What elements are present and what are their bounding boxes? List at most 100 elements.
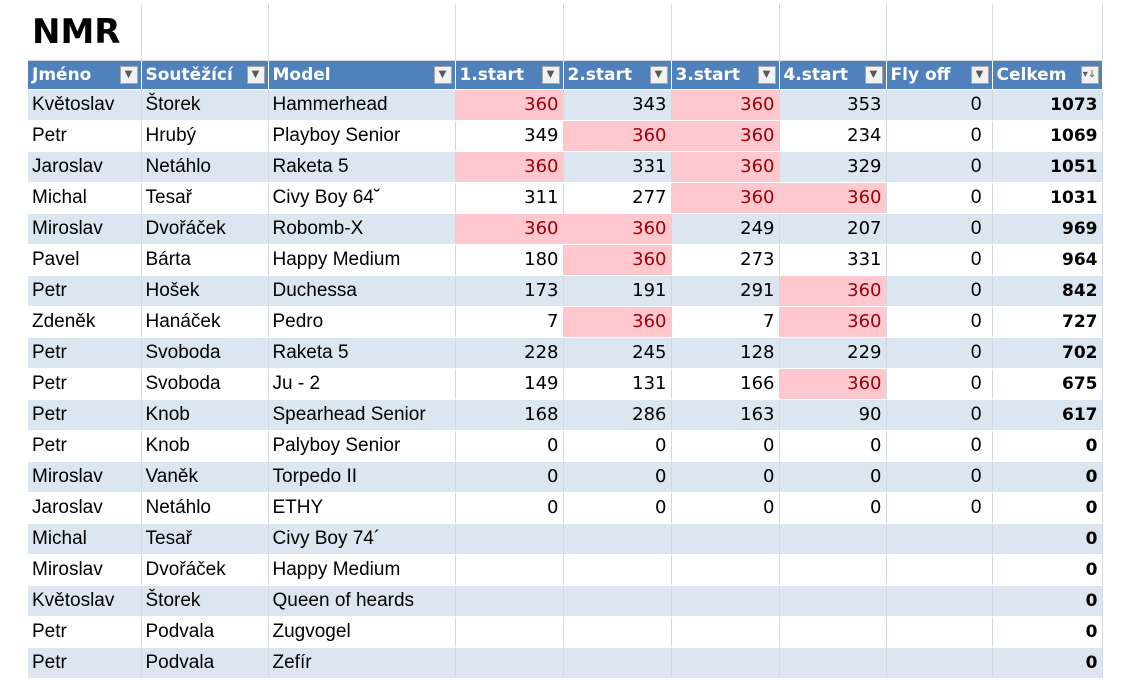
cell-start3[interactable] bbox=[671, 647, 780, 679]
cell-start1[interactable] bbox=[455, 585, 564, 617]
cell-start4[interactable]: 0 bbox=[779, 430, 887, 462]
cell-start3[interactable]: 166 bbox=[671, 368, 780, 400]
cell-flyoff[interactable] bbox=[886, 554, 993, 586]
cell-soutezici[interactable]: Štorek bbox=[141, 585, 269, 617]
cell-flyoff[interactable]: 0 bbox=[886, 244, 993, 276]
header-cell-flyoff[interactable]: Fly off ▼ bbox=[886, 60, 993, 90]
cell-jmeno[interactable]: Miroslav bbox=[28, 461, 142, 493]
cell-start2[interactable]: 0 bbox=[563, 430, 672, 462]
cell-start2[interactable]: 0 bbox=[563, 492, 672, 524]
cell-start2[interactable] bbox=[563, 616, 672, 648]
cell-celkem[interactable]: 0 bbox=[992, 523, 1103, 555]
cell-model[interactable]: Raketa 5 bbox=[268, 151, 456, 183]
cell-model[interactable]: Civy Boy 64˘ bbox=[268, 182, 456, 214]
cell-soutezici[interactable]: Svoboda bbox=[141, 337, 269, 369]
cell-start4[interactable]: 360 bbox=[779, 306, 887, 338]
cell-start1[interactable] bbox=[455, 616, 564, 648]
header-cell-start4[interactable]: 4.start ▼ bbox=[779, 60, 887, 90]
cell-start4[interactable]: 353 bbox=[779, 89, 887, 121]
cell-start3[interactable]: 0 bbox=[671, 461, 780, 493]
cell-jmeno[interactable]: Petr bbox=[28, 647, 142, 679]
cell-start3[interactable]: 163 bbox=[671, 399, 780, 431]
cell-start1[interactable]: 0 bbox=[455, 492, 564, 524]
cell-start1[interactable]: 7 bbox=[455, 306, 564, 338]
cell-jmeno[interactable]: Petr bbox=[28, 120, 142, 152]
cell-celkem[interactable]: 727 bbox=[992, 306, 1103, 338]
cell-start4[interactable]: 229 bbox=[779, 337, 887, 369]
cell-flyoff[interactable]: 0 bbox=[886, 275, 993, 307]
cell-jmeno[interactable]: Květoslav bbox=[28, 89, 142, 121]
cell-model[interactable]: Robomb-X bbox=[268, 213, 456, 245]
empty-cell[interactable] bbox=[886, 4, 993, 61]
cell-flyoff[interactable] bbox=[886, 647, 993, 679]
cell-start4[interactable] bbox=[779, 647, 887, 679]
cell-soutezici[interactable]: Štorek bbox=[141, 89, 269, 121]
cell-jmeno[interactable]: Zdeněk bbox=[28, 306, 142, 338]
empty-cell[interactable] bbox=[992, 4, 1103, 61]
cell-start2[interactable]: 245 bbox=[563, 337, 672, 369]
cell-model[interactable]: Happy Medium bbox=[268, 554, 456, 586]
cell-start2[interactable] bbox=[563, 585, 672, 617]
cell-model[interactable]: Civy Boy 74´ bbox=[268, 523, 456, 555]
cell-start2[interactable]: 343 bbox=[563, 89, 672, 121]
cell-start1[interactable] bbox=[455, 554, 564, 586]
cell-soutezici[interactable]: Knob bbox=[141, 430, 269, 462]
cell-flyoff[interactable]: 0 bbox=[886, 337, 993, 369]
cell-model[interactable]: Playboy Senior bbox=[268, 120, 456, 152]
cell-celkem[interactable]: 617 bbox=[992, 399, 1103, 431]
cell-jmeno[interactable]: Jaroslav bbox=[28, 151, 142, 183]
cell-jmeno[interactable]: Petr bbox=[28, 275, 142, 307]
cell-start4[interactable]: 360 bbox=[779, 368, 887, 400]
filter-dropdown-icon[interactable]: ▼ bbox=[970, 65, 989, 84]
cell-start1[interactable]: 0 bbox=[455, 461, 564, 493]
cell-start4[interactable]: 207 bbox=[779, 213, 887, 245]
cell-celkem[interactable]: 0 bbox=[992, 461, 1103, 493]
cell-start3[interactable]: 249 bbox=[671, 213, 780, 245]
cell-start2[interactable] bbox=[563, 647, 672, 679]
sheet-title[interactable]: NMR bbox=[28, 4, 142, 61]
cell-model[interactable]: Raketa 5 bbox=[268, 337, 456, 369]
cell-flyoff[interactable] bbox=[886, 523, 993, 555]
cell-flyoff[interactable]: 0 bbox=[886, 399, 993, 431]
empty-cell[interactable] bbox=[455, 4, 564, 61]
filter-dropdown-icon[interactable]: ▼ bbox=[864, 65, 883, 84]
cell-start1[interactable]: 173 bbox=[455, 275, 564, 307]
cell-jmeno[interactable]: Michal bbox=[28, 523, 142, 555]
cell-start2[interactable]: 360 bbox=[563, 306, 672, 338]
cell-start2[interactable]: 331 bbox=[563, 151, 672, 183]
cell-flyoff[interactable]: 0 bbox=[886, 120, 993, 152]
filter-dropdown-icon[interactable]: ▼ bbox=[433, 65, 452, 84]
empty-cell[interactable] bbox=[141, 4, 269, 61]
cell-jmeno[interactable]: Jaroslav bbox=[28, 492, 142, 524]
header-cell-start3[interactable]: 3.start ▼ bbox=[671, 60, 780, 90]
cell-model[interactable]: Hammerhead bbox=[268, 89, 456, 121]
cell-start4[interactable] bbox=[779, 616, 887, 648]
cell-celkem[interactable]: 1073 bbox=[992, 89, 1103, 121]
cell-celkem[interactable]: 0 bbox=[992, 430, 1103, 462]
cell-start3[interactable]: 0 bbox=[671, 430, 780, 462]
cell-jmeno[interactable]: Petr bbox=[28, 616, 142, 648]
cell-soutezici[interactable]: Tesař bbox=[141, 523, 269, 555]
cell-start1[interactable]: 149 bbox=[455, 368, 564, 400]
cell-start4[interactable]: 360 bbox=[779, 182, 887, 214]
cell-celkem[interactable]: 0 bbox=[992, 492, 1103, 524]
cell-jmeno[interactable]: Petr bbox=[28, 430, 142, 462]
cell-start4[interactable]: 329 bbox=[779, 151, 887, 183]
cell-model[interactable]: Happy Medium bbox=[268, 244, 456, 276]
cell-model[interactable]: Ju - 2 bbox=[268, 368, 456, 400]
cell-model[interactable]: Palyboy Senior bbox=[268, 430, 456, 462]
cell-start2[interactable] bbox=[563, 523, 672, 555]
cell-start2[interactable]: 191 bbox=[563, 275, 672, 307]
cell-start3[interactable]: 128 bbox=[671, 337, 780, 369]
cell-flyoff[interactable]: 0 bbox=[886, 368, 993, 400]
cell-soutezici[interactable]: Hrubý bbox=[141, 120, 269, 152]
cell-soutezici[interactable]: Bárta bbox=[141, 244, 269, 276]
cell-start2[interactable]: 131 bbox=[563, 368, 672, 400]
cell-start1[interactable]: 311 bbox=[455, 182, 564, 214]
header-cell-soutezici[interactable]: Soutěžící ▼ bbox=[141, 60, 269, 90]
cell-start3[interactable] bbox=[671, 554, 780, 586]
cell-model[interactable]: Spearhead Senior bbox=[268, 399, 456, 431]
cell-jmeno[interactable]: Petr bbox=[28, 368, 142, 400]
cell-flyoff[interactable]: 0 bbox=[886, 182, 993, 214]
cell-start4[interactable]: 0 bbox=[779, 492, 887, 524]
